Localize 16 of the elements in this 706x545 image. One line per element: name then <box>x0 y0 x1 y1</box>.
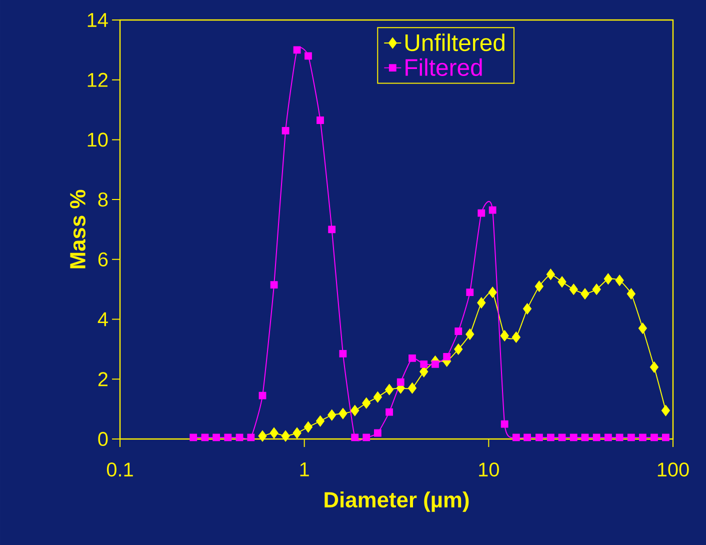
y-tick-label: 0 <box>98 432 108 446</box>
x-tick-label: 1 <box>300 462 309 476</box>
legend-label: Unfiltered <box>405 34 504 52</box>
x-axis-title: Diameter (µm) <box>324 491 469 512</box>
y-tick-label: 6 <box>98 252 108 266</box>
y-axis-title: Mass % <box>70 190 86 268</box>
x-tick-label: 10 <box>479 462 499 477</box>
x-tick-label: 0.1 <box>106 462 133 477</box>
y-tick-label: 2 <box>98 372 108 386</box>
legend-label: Filtered <box>406 58 482 76</box>
y-tick-label: 12 <box>88 72 108 87</box>
x-tick-label: 100 <box>658 462 689 477</box>
y-tick-label: 14 <box>88 13 108 27</box>
y-tick-label: 8 <box>98 192 108 207</box>
y-tick-label: 10 <box>88 132 108 147</box>
y-tick-label: 4 <box>98 312 108 326</box>
